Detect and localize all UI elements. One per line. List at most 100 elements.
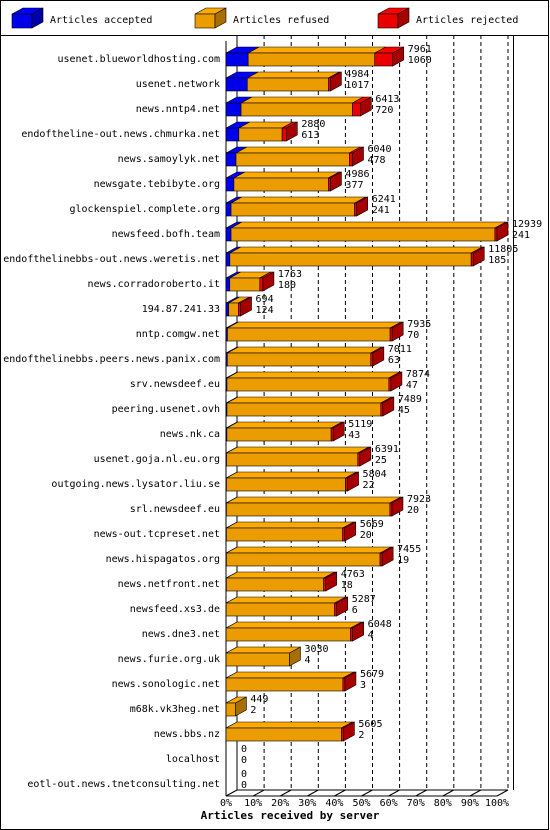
y-tick-label: news.corradoroberto.it xyxy=(88,279,220,290)
bar-segment xyxy=(238,296,252,317)
bar-front xyxy=(377,13,399,29)
bar-top xyxy=(227,346,382,354)
value-label-accepted: 241 xyxy=(372,205,390,216)
bar-segment xyxy=(226,571,335,592)
bar-front xyxy=(230,202,355,217)
bar-front xyxy=(342,677,346,692)
bar-front xyxy=(350,627,353,642)
bar-segment xyxy=(225,596,346,617)
bar-segment xyxy=(230,196,366,217)
value-label-accepted: 22 xyxy=(363,480,375,491)
value-label-accepted: 241 xyxy=(512,230,530,241)
bar-front xyxy=(357,452,361,467)
y-tick-label: news-out.tcpreset.net xyxy=(94,529,220,540)
value-label-total: 5287 xyxy=(352,594,376,605)
value-label-accepted: 1060 xyxy=(408,55,432,66)
bar-side xyxy=(289,646,301,667)
value-label-accepted: 20 xyxy=(407,505,419,516)
bar-segment xyxy=(354,196,369,217)
bar-front xyxy=(494,227,498,242)
bar-side xyxy=(325,571,338,592)
value-label-total: 7489 xyxy=(398,394,422,405)
value-label-total: 7923 xyxy=(407,494,431,505)
bar-top xyxy=(225,621,362,629)
value-label-total: 6241 xyxy=(372,194,396,205)
bar-front xyxy=(379,552,383,567)
legend-label: Articles accepted xyxy=(50,15,152,26)
y-tick-label: news.furie.org.uk xyxy=(118,654,220,665)
bar-segment xyxy=(342,521,357,542)
bar-segment xyxy=(349,146,364,167)
bar-side xyxy=(336,596,349,617)
value-label-total: 6391 xyxy=(375,444,399,455)
y-tick-label: 194.87.241.33 xyxy=(142,304,220,315)
value-label-accepted: 18 xyxy=(341,580,353,591)
bar-side xyxy=(31,7,44,29)
bar-front xyxy=(225,52,249,67)
bar-segment xyxy=(226,471,357,492)
value-label-accepted: 613 xyxy=(301,130,319,141)
bar-segment xyxy=(230,221,507,242)
bar-segment xyxy=(342,671,357,692)
bar-side xyxy=(352,146,364,167)
x-tick-label: 0% xyxy=(220,798,232,809)
legend-label: Articles refused xyxy=(233,15,329,26)
y-tick-label: m68k.vk3heg.net xyxy=(130,704,220,715)
bar-segment xyxy=(352,96,372,117)
tick-mark xyxy=(361,789,373,797)
y-tick-label: usenet.blueworldhosting.com xyxy=(57,54,220,65)
bar-segment xyxy=(470,246,485,267)
bar-front xyxy=(281,127,287,142)
x-tick-label: 40% xyxy=(325,798,343,809)
y-tick-label: usenet.network xyxy=(136,79,220,90)
value-label-accepted: 478 xyxy=(368,155,386,166)
y-tick-label: news.nk.ca xyxy=(160,429,220,440)
bar-segment xyxy=(225,646,301,667)
bar-segment xyxy=(374,46,405,67)
y-tick-label: outgoing.news.lysator.liu.se xyxy=(51,479,220,490)
bar-segment xyxy=(323,571,338,592)
value-label-accepted: 70 xyxy=(407,330,419,341)
bar-front xyxy=(225,627,351,642)
y-tick-label: nntp.comgw.net xyxy=(136,329,220,340)
y-tick-label: endofthelinebbs.peers.news.panix.com xyxy=(3,354,220,365)
bar-side xyxy=(382,396,395,417)
bar-side xyxy=(392,46,405,67)
bar-top xyxy=(226,371,400,379)
x-tick-label: 90% xyxy=(461,798,479,809)
bar-side xyxy=(344,671,357,692)
y-tick-label: newsfeed.xs3.de xyxy=(130,604,220,615)
bar-segment xyxy=(225,221,243,242)
x-tick-label: 100% xyxy=(485,798,509,809)
bar-side xyxy=(286,121,298,142)
y-tick-label: newsfeed.bofh.team xyxy=(112,229,220,240)
legend-item xyxy=(377,7,410,29)
tick-mark xyxy=(496,789,509,797)
bar-front xyxy=(225,127,240,142)
y-tick-label: localhost xyxy=(166,754,220,765)
bar-front xyxy=(225,152,237,167)
x-tick-label: 70% xyxy=(407,798,425,809)
bar-segment xyxy=(350,621,364,642)
value-label-accepted: 1017 xyxy=(345,80,369,91)
bar-segment xyxy=(226,496,401,517)
bar-front xyxy=(225,177,235,192)
tick-mark xyxy=(469,789,482,797)
bar-front xyxy=(374,52,394,67)
bar-top xyxy=(227,321,402,329)
bar-segment xyxy=(370,346,385,367)
bar-segment xyxy=(226,396,392,417)
bar-side xyxy=(330,71,342,92)
y-tick-label: srl.newsdeef.eu xyxy=(130,504,220,515)
bar-front xyxy=(225,727,342,742)
bar-front xyxy=(11,13,33,29)
value-label-total: 6040 xyxy=(368,144,392,155)
bar-segment xyxy=(226,446,369,467)
bar-front xyxy=(226,477,346,492)
bar-front xyxy=(323,577,327,592)
bar-segment xyxy=(235,146,361,167)
bar-front xyxy=(352,102,361,117)
bar-front xyxy=(354,202,358,217)
bar-segment xyxy=(247,46,386,67)
bar-front xyxy=(247,77,329,92)
